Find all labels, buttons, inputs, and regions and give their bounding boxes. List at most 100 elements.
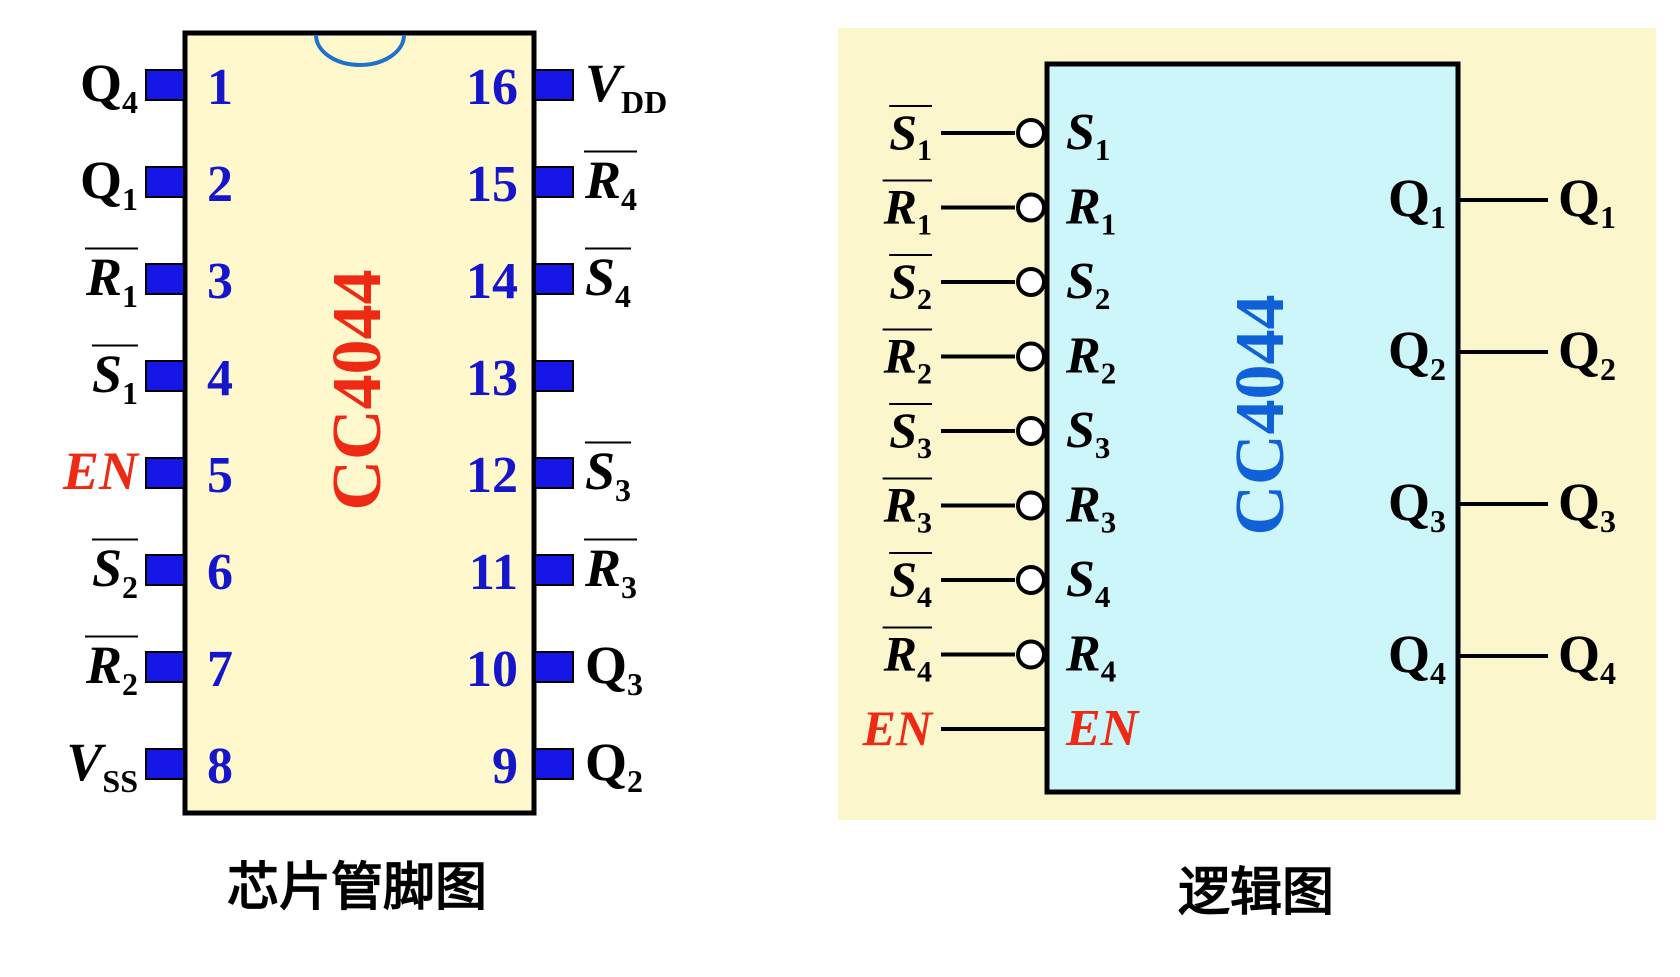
input-pin-label-5-text: R3 — [1065, 477, 1116, 540]
input-label-5-sub: 3 — [917, 507, 932, 540]
output-pin-label-3-text: Q4 — [1388, 624, 1446, 691]
logic-caption: 逻辑图 — [1178, 863, 1334, 923]
pin-label-14: S4 — [585, 247, 632, 314]
pin-label-3-sub: 1 — [122, 278, 138, 314]
pin-label-7-main: R — [85, 635, 122, 695]
input-label-8-text: EN — [862, 700, 934, 756]
input-pin-label-4-text: S3 — [1066, 402, 1110, 465]
logic-chip-label: CC4044 — [1222, 294, 1299, 535]
pin-9 — [534, 748, 574, 780]
pin-label-1: Q4 — [80, 53, 138, 120]
input-label-3-main: R — [883, 328, 917, 384]
input-label-0-main: S — [889, 104, 917, 160]
pin-6 — [145, 554, 185, 586]
input-label-7-sub: 4 — [917, 656, 932, 689]
pin-number-10: 10 — [466, 641, 518, 698]
pin-number-13: 13 — [466, 350, 518, 407]
output-label-3-text: Q4 — [1558, 624, 1616, 691]
pin-number-4: 4 — [207, 350, 233, 407]
input-pin-label-6-text: S4 — [1066, 551, 1110, 614]
output-pin-label-2-text: Q3 — [1388, 472, 1446, 539]
pin-number-7: 7 — [207, 641, 233, 698]
output-pin-label-2: Q3 — [1388, 472, 1446, 539]
pin-12 — [534, 457, 574, 489]
input-label-1-main: R — [883, 179, 917, 235]
pin-label-16-sub: DD — [621, 84, 667, 120]
pin-label-4: S1 — [91, 344, 138, 411]
input-pin-label-2-sub: 2 — [1095, 281, 1111, 316]
input-label-4-main: S — [889, 402, 917, 458]
pin-label-11: R3 — [584, 538, 638, 605]
output-label-1: Q2 — [1558, 320, 1616, 387]
input-pin-label-4-sub: 3 — [1095, 430, 1111, 465]
input-pin-label-1-text: R1 — [1065, 179, 1116, 242]
output-label-2: Q3 — [1558, 472, 1616, 539]
input-pin-label-5-main: R — [1065, 477, 1101, 534]
input-pin-label-6-main: S — [1066, 551, 1095, 608]
output-pin-label-3-sub: 4 — [1430, 655, 1446, 691]
pin-label-2-main: Q — [80, 150, 122, 210]
output-pin-label-0: Q1 — [1388, 168, 1446, 235]
pin-label-15-text: R4 — [584, 150, 637, 217]
input-pin-label-2-text: S2 — [1066, 253, 1110, 316]
chip-label: CC4044 — [319, 269, 396, 510]
input-pin-label-5: R3 — [1065, 477, 1116, 540]
pin-label-6-text: S2 — [92, 538, 138, 605]
input-label-3-sub: 2 — [917, 358, 932, 391]
pin-label-2-text: Q1 — [80, 150, 138, 217]
input-label-3: R2 — [882, 328, 932, 391]
input-pin-label-2: S2 — [1066, 253, 1110, 316]
pin-label-7: R2 — [84, 635, 138, 702]
input-pin-label-7: R4 — [1065, 626, 1116, 689]
input-label-1: R1 — [882, 179, 932, 242]
pin-label-2: Q1 — [80, 150, 138, 217]
inversion-bubble-7 — [1016, 639, 1046, 670]
output-label-3: Q4 — [1558, 624, 1616, 691]
input-pin-label-4-main: S — [1066, 402, 1095, 459]
pin-label-9-sub: 2 — [627, 763, 643, 799]
pin-11 — [534, 554, 574, 586]
input-label-6-main: S — [889, 551, 917, 607]
pin-label-6: S2 — [91, 538, 138, 605]
pin-number-15: 15 — [466, 156, 518, 213]
input-pin-label-5-sub: 3 — [1101, 505, 1117, 540]
pin-label-5-main: EN — [62, 441, 140, 501]
pin-label-5: EN — [62, 441, 140, 501]
pin-label-15-main: R — [584, 150, 621, 210]
output-pin-label-3: Q4 — [1388, 624, 1446, 691]
pin-label-10: Q3 — [585, 635, 643, 702]
pin-label-10-main: Q — [585, 635, 627, 695]
input-label-6-sub: 4 — [917, 581, 932, 614]
output-label-0-text: Q1 — [1558, 168, 1616, 235]
pin-label-9: Q2 — [585, 732, 643, 799]
pin-1 — [145, 69, 185, 101]
input-label-7: R4 — [882, 626, 932, 689]
pin-label-15: R4 — [584, 150, 638, 217]
pin-label-4-text: S1 — [92, 344, 138, 411]
pin-label-3-text: R1 — [85, 247, 138, 314]
input-label-4: S3 — [889, 402, 932, 465]
pin-label-4-main: S — [92, 344, 122, 404]
pin-label-11-sub: 3 — [621, 569, 637, 605]
input-pin-label-7-text: R4 — [1065, 626, 1116, 689]
output-label-3-sub: 4 — [1600, 655, 1616, 691]
chip-notch — [314, 34, 406, 67]
pin-number-9: 9 — [492, 738, 518, 795]
output-label-2-sub: 3 — [1600, 503, 1616, 539]
pin-label-9-main: Q — [585, 732, 627, 792]
input-label-8-main: EN — [862, 700, 934, 756]
input-pin-label-8-main: EN — [1065, 700, 1141, 757]
pin-number-2: 2 — [207, 156, 233, 213]
pin-label-3: R1 — [84, 247, 138, 314]
pin-13 — [534, 360, 574, 392]
pin-label-12-sub: 3 — [615, 472, 631, 508]
pin-4 — [145, 360, 185, 392]
pin-label-3-main: R — [85, 247, 122, 307]
inversion-bubble-2 — [1016, 267, 1046, 297]
pin-2 — [145, 166, 185, 198]
pin-label-10-text: Q3 — [585, 635, 643, 702]
pinout-caption: 芯片管脚图 — [227, 858, 487, 918]
input-pin-label-4: S3 — [1066, 402, 1110, 465]
